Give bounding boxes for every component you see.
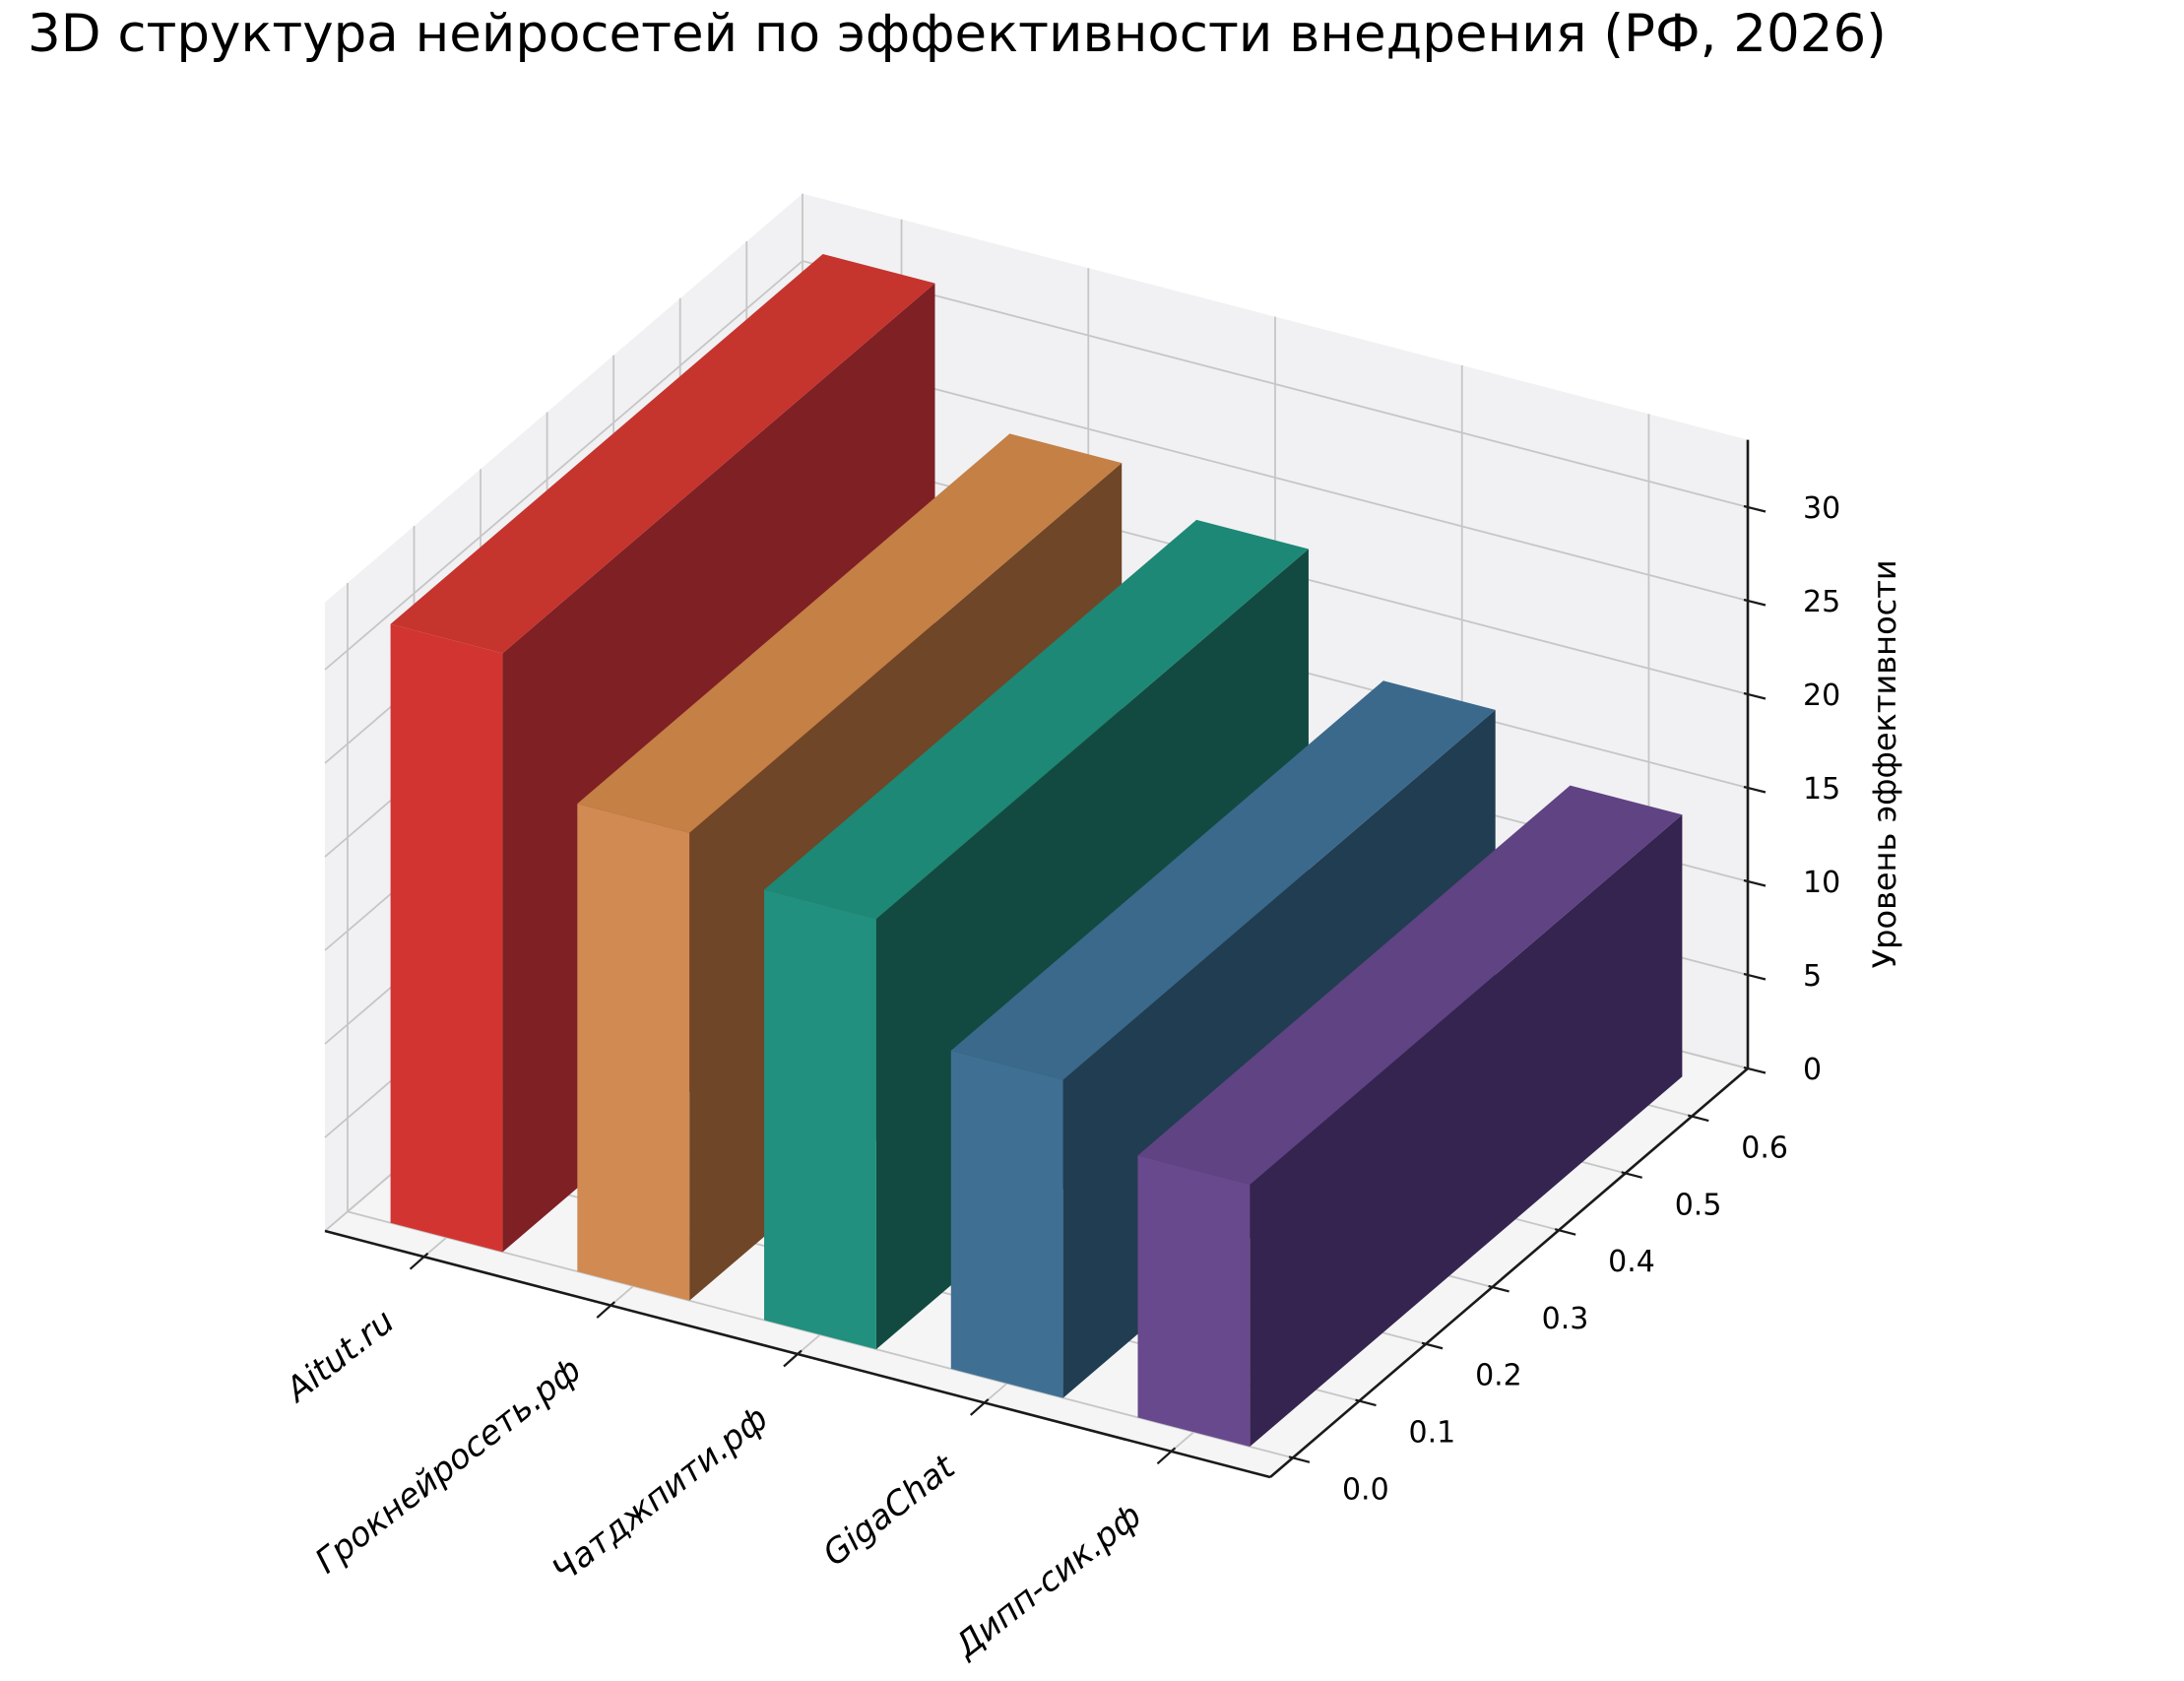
z-tick-label-30: 30	[1803, 491, 1840, 526]
bar-top-Дипп-сик.рф	[1137, 785, 1683, 1185]
z-tick	[1743, 691, 1766, 700]
grid-z-left-wall	[324, 260, 803, 671]
y-tick-label-0.1: 0.1	[1409, 1416, 1456, 1451]
z-axis-title: Уровень эффективности	[1866, 559, 1903, 968]
y-tick-label-0.4: 0.4	[1608, 1245, 1655, 1279]
bar-front-Чатджпити.рф	[764, 889, 876, 1350]
chart-title: 3D структура нейросетей по эффективности…	[28, 4, 1887, 64]
x-tick	[596, 1301, 616, 1319]
x-tick	[1156, 1447, 1177, 1465]
z-tick-label-10: 10	[1803, 866, 1840, 900]
y-tick-label-0.6: 0.6	[1741, 1131, 1788, 1166]
z-tick-label-0: 0	[1803, 1053, 1822, 1087]
y-tick	[1621, 1171, 1642, 1179]
x-tick-label-Aitut.ru: Aitut.ru	[278, 1302, 402, 1411]
z-tick-label-15: 15	[1803, 772, 1840, 807]
z-tick	[1743, 504, 1766, 513]
y-tick	[1687, 1114, 1709, 1123]
y-tick	[1421, 1341, 1444, 1350]
y-tick	[1488, 1284, 1510, 1293]
y-tick-label-0.5: 0.5	[1675, 1188, 1722, 1222]
bar-front-Aitut.ru	[390, 623, 503, 1253]
y-tick-label-0.0: 0.0	[1342, 1472, 1389, 1507]
bar-top-GigaChat	[950, 680, 1496, 1080]
z-tick	[1743, 598, 1766, 607]
z-tick	[1743, 972, 1766, 981]
z-tick	[1743, 1066, 1766, 1074]
bar-top-Грокнейросеть.рф	[577, 433, 1123, 833]
bar-top-Чатджпити.рф	[764, 519, 1309, 920]
y-tick-label-0.2: 0.2	[1475, 1359, 1522, 1393]
z-tick-label-5: 5	[1803, 959, 1822, 994]
x-tick	[409, 1252, 429, 1270]
y-axis-line	[1269, 1067, 1749, 1478]
x-tick-label-Дипп-сик.рф: Дипп-сик.рф	[946, 1496, 1149, 1666]
x-tick	[783, 1349, 803, 1368]
z-tick	[1743, 785, 1766, 794]
z-tick-label-25: 25	[1803, 585, 1840, 619]
x-tick-label-Грокнейросеть.рф: Грокнейросеть.рф	[308, 1350, 589, 1582]
bar-top-Aitut.ru	[390, 254, 935, 654]
z-tick	[1743, 878, 1766, 887]
bar-side-Дипп-сик.рф	[1250, 814, 1683, 1447]
bar-front-Дипп-сик.рф	[1137, 1155, 1251, 1447]
x-tick-label-GigaChat: GigaChat	[815, 1447, 963, 1575]
y-tick-label-0.3: 0.3	[1542, 1302, 1589, 1336]
y-tick	[1288, 1455, 1311, 1463]
x-tick	[969, 1398, 990, 1416]
y-tick	[1355, 1398, 1377, 1407]
bar-front-Грокнейросеть.рф	[577, 804, 690, 1301]
z-tick-label-20: 20	[1803, 679, 1840, 713]
bar-front-GigaChat	[950, 1050, 1063, 1398]
x-tick-label-Чатджпити.рф: Чатджпити.рф	[545, 1399, 775, 1591]
y-tick	[1554, 1228, 1576, 1236]
